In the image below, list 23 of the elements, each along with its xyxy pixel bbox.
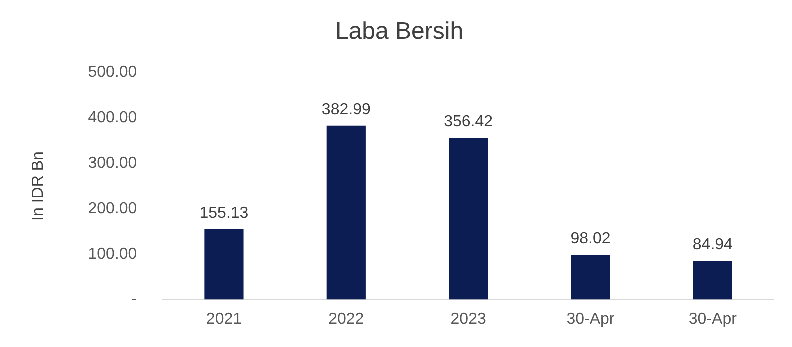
data-label: 382.99 (322, 101, 371, 118)
data-label: 155.13 (200, 204, 249, 222)
x-tick-label: 2022 (328, 310, 364, 328)
data-label: 356.42 (444, 113, 494, 130)
bar (326, 126, 366, 300)
y-tick-label: 200.00 (88, 200, 138, 218)
y-axis-title: In IDR Bn (30, 152, 48, 221)
bar (449, 138, 488, 300)
y-tick-label: 400.00 (88, 110, 138, 127)
x-tick-label: 2021 (206, 310, 242, 328)
bar (204, 229, 244, 300)
data-label: 98.02 (570, 230, 611, 248)
x-tick-label: 30-Apr (566, 310, 616, 328)
y-tick-label: 500.00 (88, 64, 138, 82)
y-tick-label: 100.00 (88, 246, 138, 263)
bar (693, 261, 732, 300)
bar (571, 255, 610, 300)
x-tick-label: 30-Apr (688, 310, 738, 328)
x-tick-label: 2023 (450, 310, 486, 328)
y-tick-label: - (132, 291, 138, 308)
data-label: 84.94 (692, 236, 734, 254)
y-tick-label: 300.00 (88, 155, 138, 172)
chart-title: Laba Bersih (335, 18, 464, 46)
